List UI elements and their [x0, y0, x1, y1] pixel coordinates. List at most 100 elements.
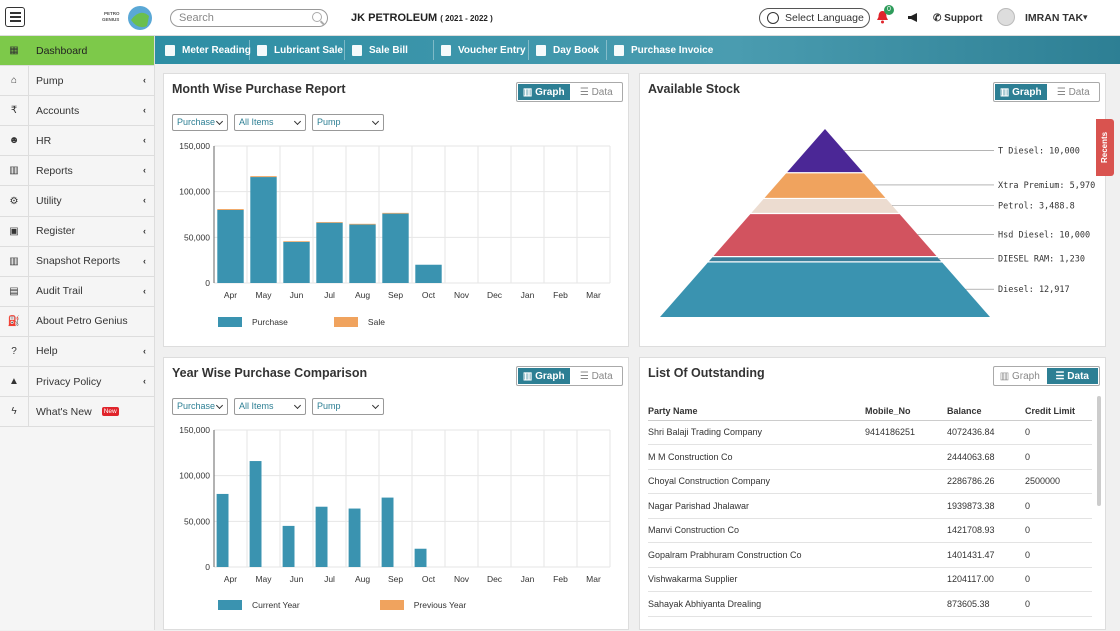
bar-sale[interactable] [250, 176, 277, 178]
bar-sale[interactable] [217, 209, 244, 210]
pump-select[interactable]: Pump [312, 398, 384, 415]
quick-lubricant-sale-button[interactable]: Lubricant Sale [257, 36, 343, 64]
petro-genius-logo[interactable]: PETRO GENIUS [100, 2, 152, 34]
sidebar-item-register[interactable]: ▣ Register ‹ [0, 216, 154, 247]
column-header[interactable]: Balance [947, 402, 1025, 421]
bar[interactable] [414, 548, 427, 567]
graph-tab[interactable]: ▥ Graph [994, 83, 1048, 101]
data-tab[interactable]: ☰ Data [579, 370, 613, 382]
sidebar-item-about-petro-genius[interactable]: ⛽ About Petro Genius [0, 306, 154, 337]
quick-day-book-button[interactable]: Day Book [536, 36, 599, 64]
quick-purchase-invoice-button[interactable]: Purchase Invoice [614, 36, 713, 64]
bar[interactable] [349, 224, 376, 283]
bar-sale[interactable] [316, 221, 343, 223]
search-icon[interactable] [312, 12, 322, 22]
sidebar-item-help[interactable]: ? Help ‹ [0, 336, 154, 368]
bar[interactable] [348, 508, 361, 567]
quick-meter-reading-button[interactable]: Meter Reading [165, 36, 251, 64]
graph-tab[interactable]: ▥ Graph [999, 370, 1040, 382]
sidebar-item-label: Help [36, 345, 58, 358]
quick-sale-bill-button[interactable]: Sale Bill [352, 36, 408, 64]
legend-item[interactable]: Purchase [218, 317, 288, 327]
pyramid-slice[interactable] [660, 262, 990, 317]
slice-label: Hsd Diesel: 10,000 [998, 230, 1090, 240]
support-link[interactable]: ✆ Support [933, 13, 983, 24]
pyramid-slice[interactable] [787, 129, 863, 173]
table-cell [865, 542, 947, 568]
bar[interactable] [249, 461, 262, 567]
bar-sale[interactable] [349, 223, 376, 225]
sidebar-item-privacy-policy[interactable]: ▲ Privacy Policy ‹ [0, 367, 154, 398]
sidebar-item-label: Utility [36, 195, 62, 208]
sidebar-item-pump[interactable]: ⌂ Pump ‹ [0, 66, 154, 97]
quick-voucher-entry-button[interactable]: Voucher Entry [441, 36, 526, 64]
x-tick-label: May [255, 290, 272, 300]
bar[interactable] [381, 497, 394, 567]
sidebar-item-label: Privacy Policy [36, 375, 102, 388]
table-cell: Manvi Construction Co [648, 518, 865, 543]
type-select[interactable]: Purchase [172, 114, 228, 131]
bar[interactable] [216, 493, 229, 567]
table-row[interactable]: Shri Balaji Trading Company 9414186251 407… [648, 420, 1092, 445]
pump-select[interactable]: Pump [312, 114, 384, 131]
table-row[interactable]: Choyal Construction Company 2286786.26 250… [648, 469, 1092, 494]
graph-tab[interactable]: ▥ Graph [517, 367, 571, 385]
legend-item[interactable]: Previous Year [379, 600, 466, 610]
column-header[interactable]: Party Name [648, 402, 865, 421]
type-select[interactable]: Purchase [172, 398, 228, 415]
pyramid-slice[interactable] [708, 257, 942, 262]
megaphone-icon[interactable] [907, 12, 919, 23]
graph-tab[interactable]: ▥ Graph [517, 83, 571, 101]
x-tick-label: Mar [586, 290, 601, 300]
filters: Purchase All Items Pump [172, 398, 384, 415]
quick-action-icon [352, 44, 362, 56]
lock-icon: ▲ [0, 367, 29, 397]
table-row[interactable]: Manvi Construction Co 1421708.93 0 [648, 518, 1092, 543]
svg-text:PETRO: PETRO [104, 11, 120, 16]
bar[interactable] [315, 506, 328, 567]
sidebar-item-audit-trail[interactable]: ▤ Audit Trail ‹ [0, 276, 154, 307]
table-row[interactable]: M M Construction Co 2444063.68 0 [648, 444, 1092, 470]
sidebar-item-snapshot-reports[interactable]: ▥ Snapshot Reports ‹ [0, 246, 154, 277]
select-language-button[interactable]: Select Language [759, 8, 870, 28]
bar[interactable] [282, 525, 295, 567]
bar-sale[interactable] [382, 212, 409, 214]
sidebar-item-what-s-new[interactable]: ϟ What's New New [0, 397, 154, 428]
search-input[interactable]: Search [170, 9, 328, 27]
sidebar-item-dashboard[interactable]: ▦ Dashboard [0, 36, 154, 67]
bar[interactable] [283, 241, 310, 283]
column-header[interactable]: Credit Limit [1025, 402, 1092, 421]
user-caret-icon[interactable]: ▾ [1083, 12, 1088, 22]
data-tab[interactable]: ☰ Data [1045, 367, 1099, 385]
bar[interactable] [217, 209, 244, 283]
sidebar-item-accounts[interactable]: ₹ Accounts ‹ [0, 96, 154, 127]
bar[interactable] [316, 222, 343, 283]
data-tab[interactable]: ☰ Data [579, 86, 613, 98]
legend-item[interactable]: Current Year [218, 600, 300, 610]
table-row[interactable]: Vishwakarma Supplier 1204117.00 0 [648, 567, 1092, 592]
table-row[interactable]: Gopalram Prabhuram Construction Co 140143… [648, 542, 1092, 568]
scrollbar[interactable] [1097, 396, 1101, 506]
pyramid-slice[interactable] [713, 214, 937, 257]
column-header[interactable]: Mobile_No [865, 402, 947, 421]
x-tick-label: Nov [454, 290, 470, 300]
sidebar-item-reports[interactable]: ▥ Reports ‹ [0, 156, 154, 187]
avatar[interactable] [997, 8, 1015, 26]
data-tab[interactable]: ☰ Data [1056, 86, 1090, 98]
bar[interactable] [382, 213, 409, 283]
items-select[interactable]: All Items [234, 398, 306, 415]
bar-sale[interactable] [283, 241, 310, 242]
hamburger-menu-icon[interactable] [5, 7, 25, 27]
bar[interactable] [415, 264, 442, 283]
user-name[interactable]: IMRAN TAK [1025, 12, 1084, 24]
legend-item[interactable]: Sale [333, 317, 385, 327]
table-row[interactable]: Nagar Parishad Jhalawar 1939873.38 0 [648, 493, 1092, 519]
bar[interactable] [250, 177, 277, 283]
table-row[interactable]: Sahayak Abhiyanta Drealing 873605.38 0 [648, 591, 1092, 617]
items-select[interactable]: All Items [234, 114, 306, 131]
sidebar-item-hr[interactable]: ☻ HR ‹ [0, 126, 154, 157]
sidebar-item-utility[interactable]: ⚙ Utility ‹ [0, 186, 154, 217]
recents-tab[interactable]: Recents [1096, 119, 1114, 176]
pyramid-slice[interactable] [751, 199, 899, 213]
pyramid-slice[interactable] [764, 173, 886, 198]
